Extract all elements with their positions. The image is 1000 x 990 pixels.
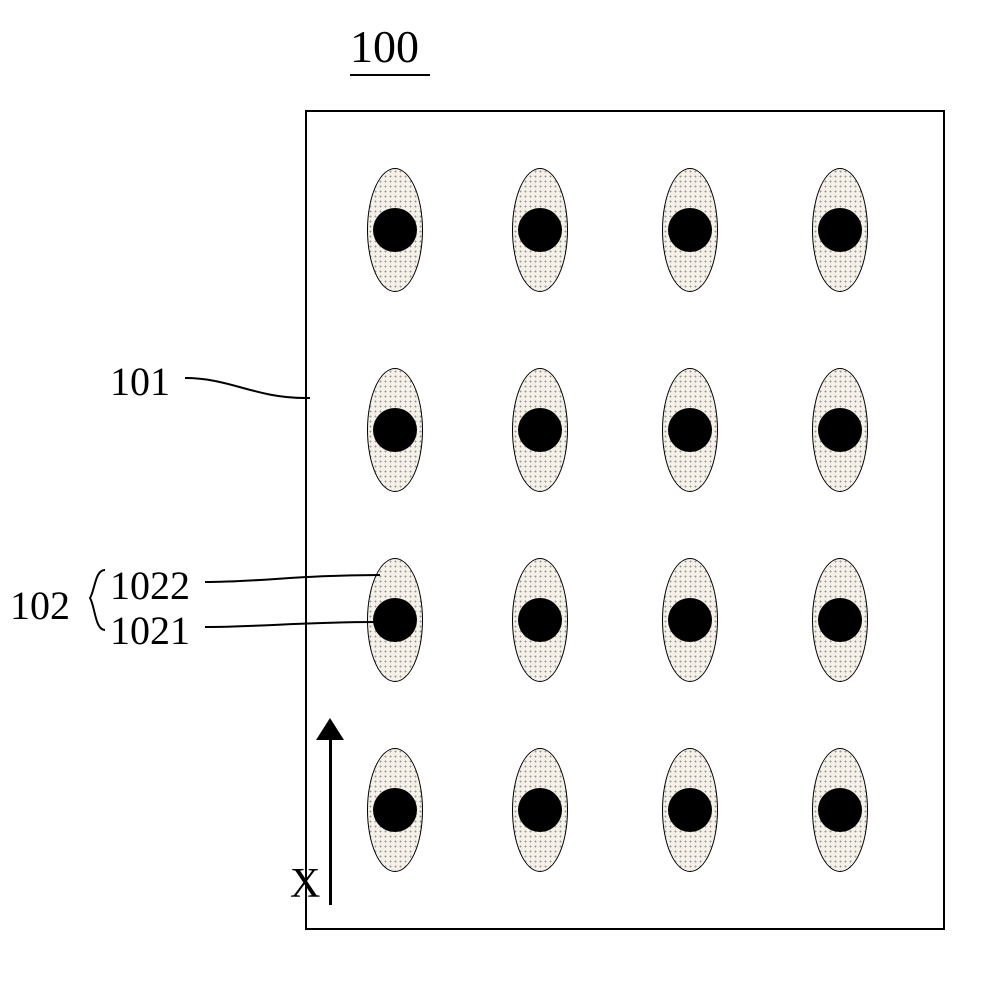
- axis-label-x: X: [290, 860, 320, 908]
- brace-102: [0, 0, 1000, 990]
- axis-arrow-shaft: [329, 740, 332, 905]
- axis-arrow-head: [316, 718, 344, 740]
